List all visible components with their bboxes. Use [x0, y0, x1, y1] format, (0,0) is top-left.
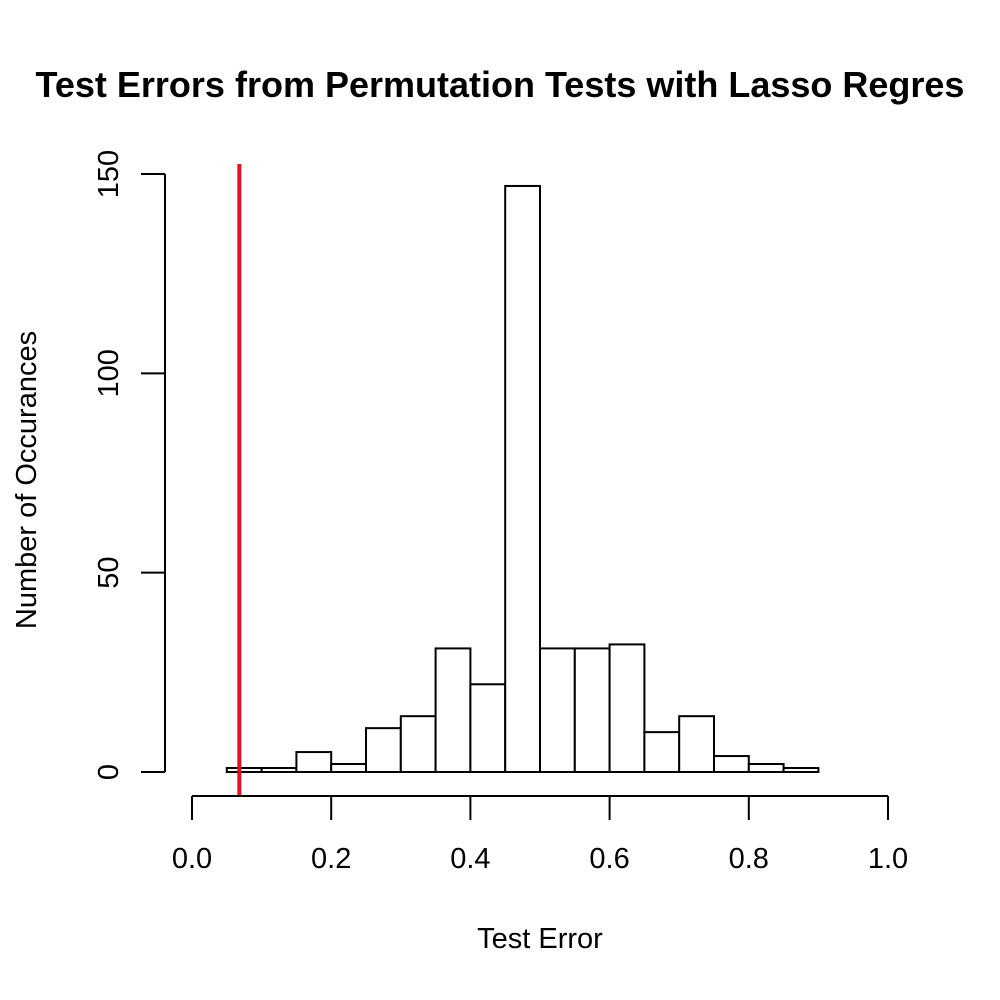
- y-tick-label: 50: [93, 557, 125, 589]
- chart-title: Test Errors from Permutation Tests with …: [36, 64, 965, 105]
- histogram-bar: [573, 647, 611, 773]
- histogram-bar: [782, 767, 820, 773]
- histogram-bar: [608, 643, 646, 774]
- x-tick-label: 1.0: [868, 843, 908, 875]
- y-tick-label: 100: [93, 349, 125, 397]
- histogram-bar: [747, 763, 785, 774]
- x-tick-label: 0.0: [172, 843, 212, 875]
- histogram-bar: [504, 184, 542, 773]
- histogram-bar: [399, 715, 437, 773]
- histogram-bar: [225, 767, 263, 773]
- histogram-bar: [365, 727, 402, 773]
- x-tick-label: 0.4: [450, 843, 490, 875]
- histogram-bar: [260, 767, 298, 773]
- y-tick-label: 0: [93, 764, 125, 780]
- histogram-bar: [643, 731, 681, 774]
- y-axis-label: Number of Occurances: [11, 331, 43, 629]
- x-axis-label: Test Error: [477, 923, 603, 955]
- plot-area: 0.0 0.2 0.4 0.6 0.8 1.0 0 50 100 150: [93, 150, 908, 875]
- histogram-bar: [539, 647, 576, 773]
- y-tick-label: 150: [93, 150, 125, 198]
- histogram-bar: [469, 683, 507, 773]
- x-tick-label: 0.8: [729, 843, 769, 875]
- histogram-bar: [713, 755, 750, 774]
- x-tick-label: 0.6: [589, 843, 629, 875]
- histogram-bar: [295, 751, 333, 773]
- histogram-bar: [678, 715, 716, 773]
- histogram-bar: [434, 647, 472, 773]
- histogram-bar: [330, 763, 368, 774]
- x-tick-label: 0.2: [311, 843, 351, 875]
